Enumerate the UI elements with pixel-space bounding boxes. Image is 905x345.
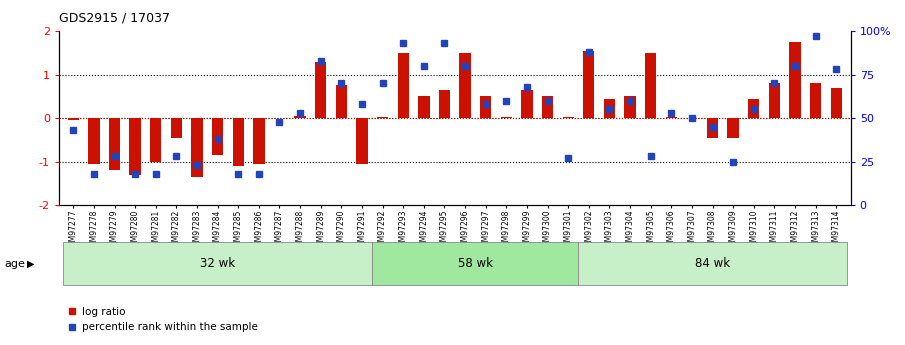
Bar [521, 90, 533, 118]
Bar [109, 118, 120, 170]
Bar [294, 116, 306, 118]
Bar [500, 117, 512, 118]
Bar [810, 83, 822, 118]
Bar [88, 118, 100, 164]
Bar [831, 88, 842, 118]
Bar [542, 96, 553, 118]
Bar [397, 53, 409, 118]
Bar [480, 96, 491, 118]
Bar [645, 53, 656, 118]
Bar [789, 42, 801, 118]
Bar [707, 118, 719, 138]
Bar [233, 118, 244, 166]
Bar [129, 118, 141, 175]
FancyBboxPatch shape [578, 243, 846, 285]
Text: age: age [5, 259, 25, 269]
Bar [563, 117, 574, 118]
Bar [68, 118, 79, 120]
Bar [728, 118, 738, 138]
Bar [336, 86, 347, 118]
FancyBboxPatch shape [372, 243, 578, 285]
Text: 84 wk: 84 wk [695, 257, 730, 270]
Bar [357, 118, 367, 164]
Text: 58 wk: 58 wk [458, 257, 493, 270]
Bar [315, 61, 327, 118]
Text: 32 wk: 32 wk [200, 257, 235, 270]
Bar [376, 117, 388, 118]
Bar [624, 96, 635, 118]
Text: ▶: ▶ [27, 259, 34, 269]
Bar [460, 53, 471, 118]
Bar [583, 51, 595, 118]
Bar [418, 96, 430, 118]
Bar [253, 118, 264, 164]
Bar [604, 99, 615, 118]
Bar [665, 117, 677, 118]
Bar [171, 118, 182, 138]
Legend: log ratio, percentile rank within the sample: log ratio, percentile rank within the sa… [64, 303, 262, 336]
Bar [748, 99, 759, 118]
Bar [768, 83, 780, 118]
Bar [191, 118, 203, 177]
Text: GDS2915 / 17037: GDS2915 / 17037 [59, 11, 170, 24]
Bar [212, 118, 224, 155]
Bar [150, 118, 161, 162]
FancyBboxPatch shape [63, 243, 372, 285]
Bar [439, 90, 450, 118]
